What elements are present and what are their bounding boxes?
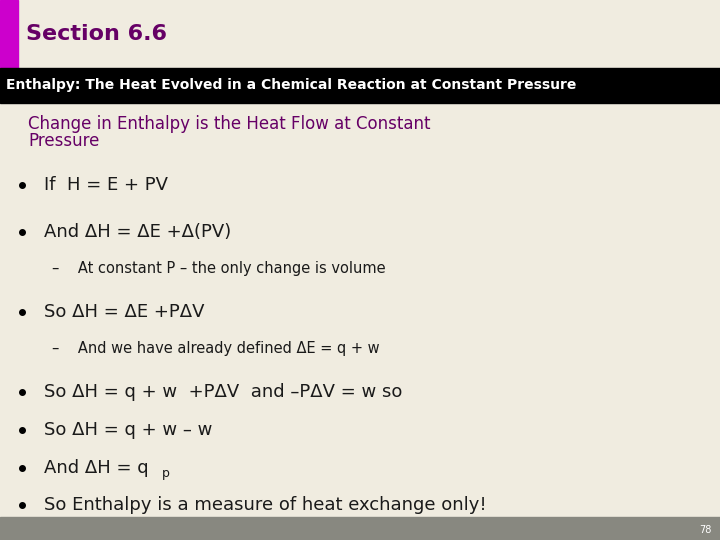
Text: –    At constant P – the only change is volume: – At constant P – the only change is vol… [52,260,386,275]
Bar [0,517,720,540]
Text: p: p [162,467,170,480]
Text: So Enthalpy is a measure of heat exchange only!: So Enthalpy is a measure of heat exchang… [44,496,487,514]
Text: So ΔH = ΔE +PΔV: So ΔH = ΔE +PΔV [44,303,204,321]
Text: And ΔH = q: And ΔH = q [44,459,148,477]
Text: So ΔH = q + w  +PΔV  and –PΔV = w so: So ΔH = q + w +PΔV and –PΔV = w so [44,383,402,401]
Text: And ΔH = ΔE +Δ(PV): And ΔH = ΔE +Δ(PV) [44,223,231,241]
Text: Change in Enthalpy is the Heat Flow at Constant: Change in Enthalpy is the Heat Flow at C… [28,114,431,133]
Text: If  H = E + PV: If H = E + PV [44,176,168,194]
Text: So ΔH = q + w – w: So ΔH = q + w – w [44,421,212,439]
Text: Enthalpy: The Heat Evolved in a Chemical Reaction at Constant Pressure: Enthalpy: The Heat Evolved in a Chemical… [6,78,577,92]
Text: –    And we have already defined ΔE = q + w: – And we have already defined ΔE = q + w [52,341,379,355]
Text: Pressure: Pressure [28,132,99,150]
Bar [0,68,720,103]
Bar [0,0,18,68]
Text: Section 6.6: Section 6.6 [26,24,167,44]
Text: 78: 78 [700,525,712,535]
